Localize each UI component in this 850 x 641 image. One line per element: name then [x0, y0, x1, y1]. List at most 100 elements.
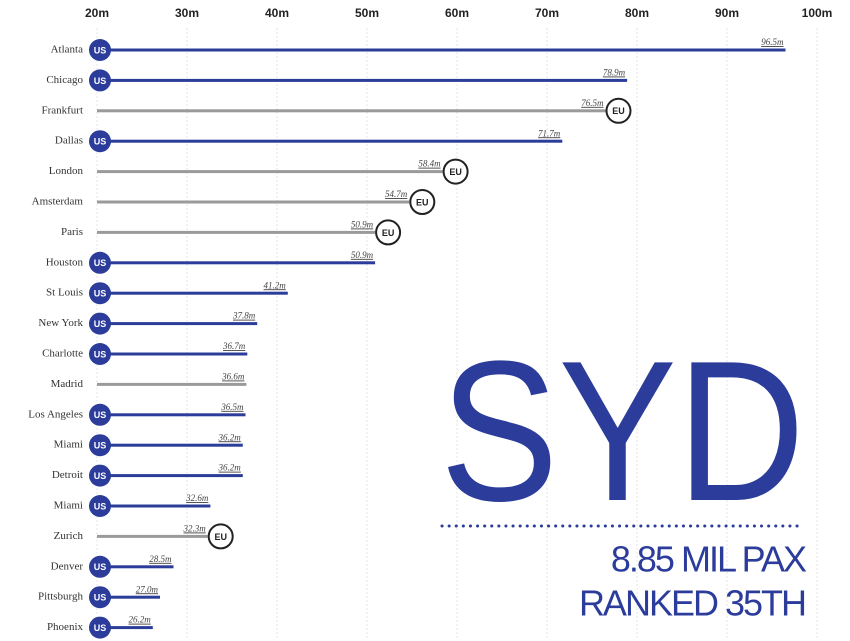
region-label: US	[94, 593, 107, 603]
x-tick-label: 30m	[175, 6, 199, 20]
category-label: Madrid	[51, 378, 84, 390]
value-label: 71.7m	[538, 128, 561, 138]
category-label: New York	[38, 317, 83, 329]
x-tick-label: 70m	[535, 6, 559, 20]
value-label: 27.0m	[136, 584, 159, 594]
bar	[97, 78, 628, 82]
category-label: Los Angeles	[28, 408, 83, 420]
x-tick-label: 40m	[265, 6, 289, 20]
value-label: 36.2m	[218, 463, 242, 473]
value-label: 50.9m	[351, 219, 374, 229]
value-label: 36.6m	[221, 371, 245, 381]
bar	[97, 261, 376, 265]
category-label: London	[49, 165, 84, 177]
region-badge	[207, 523, 234, 550]
bar	[97, 230, 376, 234]
region-badge	[89, 312, 111, 335]
category-label: Chicago	[46, 74, 83, 86]
value-label: 41.2m	[264, 280, 287, 290]
value-label: 36.5m	[220, 402, 244, 412]
bar	[97, 291, 288, 295]
bar	[97, 48, 786, 52]
region-label: US	[94, 289, 107, 299]
bar	[97, 109, 606, 113]
value-label: 32.6m	[185, 493, 209, 503]
region-badge	[89, 464, 111, 487]
value-label: 28.5m	[149, 554, 172, 564]
category-label: Phoenix	[47, 621, 84, 633]
category-label: Pittsburgh	[38, 591, 84, 603]
region-label: EU	[214, 532, 227, 542]
bar	[97, 200, 410, 204]
region-label: US	[94, 349, 107, 359]
region-label: EU	[416, 197, 429, 207]
region-badge	[89, 130, 111, 153]
bar	[97, 139, 563, 143]
bar	[97, 170, 443, 174]
region-badge	[89, 282, 111, 305]
pax-annotation: 8.85 MIL PAX	[611, 539, 807, 580]
region-label: US	[94, 319, 107, 329]
value-label: 50.9m	[351, 250, 374, 260]
bar	[97, 534, 208, 538]
category-label: Charlotte	[42, 348, 83, 360]
x-tick-label: 100m	[802, 6, 833, 20]
value-label: 37.8m	[232, 311, 256, 321]
category-label: Zurich	[54, 530, 84, 542]
region-badge	[409, 189, 436, 215]
region-badge	[89, 39, 111, 61]
category-label: St Louis	[46, 287, 83, 299]
category-label: Detroit	[52, 469, 83, 481]
x-tick-label: 90m	[715, 6, 739, 20]
region-label: US	[94, 45, 107, 55]
region-label: US	[94, 258, 107, 268]
bar	[97, 626, 153, 630]
region-label: US	[94, 501, 107, 511]
value-label: 58.4m	[418, 159, 441, 169]
region-label: US	[94, 562, 107, 572]
value-label: 32.3m	[182, 523, 206, 533]
region-label: US	[94, 441, 107, 451]
region-badge	[89, 343, 111, 365]
value-label: 36.2m	[218, 432, 242, 442]
region-label: EU	[382, 228, 395, 238]
region-label: EU	[449, 167, 462, 177]
bar	[97, 352, 248, 356]
category-label: Atlanta	[51, 44, 83, 56]
value-label: 96.5m	[761, 37, 784, 47]
region-badge	[89, 616, 111, 639]
category-label: Miami	[54, 500, 83, 512]
region-label: US	[94, 137, 107, 147]
category-label: Frankfurt	[41, 104, 83, 116]
x-tick-label: 20m	[85, 6, 109, 20]
bar	[97, 504, 211, 508]
value-label: 36.7m	[222, 341, 246, 351]
value-label: 76.5m	[581, 98, 604, 108]
region-badge	[89, 251, 111, 274]
bar	[97, 565, 174, 569]
value-label: 26.2m	[129, 615, 152, 625]
category-label: Houston	[46, 256, 84, 268]
rank-annotation: RANKED 35TH	[579, 583, 805, 624]
bar	[97, 413, 246, 417]
region-badge	[89, 403, 111, 426]
bar	[97, 474, 243, 478]
region-badge	[89, 434, 111, 457]
region-badge	[375, 219, 402, 246]
category-label: Amsterdam	[32, 196, 84, 208]
region-badge	[442, 158, 469, 185]
category-label: Miami	[54, 439, 83, 451]
category-label: Paris	[61, 226, 83, 238]
bar	[97, 322, 258, 326]
category-label: Dallas	[55, 135, 83, 147]
x-tick-label: 50m	[355, 6, 379, 20]
region-label: EU	[612, 106, 625, 116]
region-label: US	[94, 623, 107, 633]
value-label: 78.9m	[603, 67, 626, 77]
bar	[97, 382, 247, 386]
category-label: Denver	[51, 560, 84, 572]
region-badge	[605, 97, 632, 124]
x-tick-label: 60m	[445, 6, 469, 20]
region-badge	[89, 69, 111, 92]
